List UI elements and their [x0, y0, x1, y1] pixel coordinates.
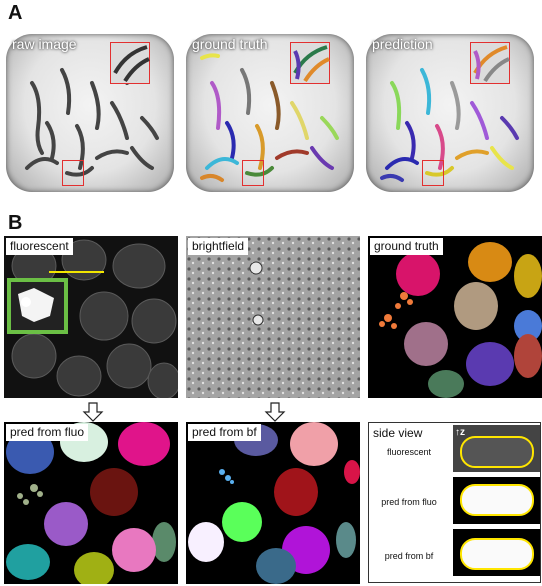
pred-fluo-label: pred from fluo — [6, 424, 89, 441]
worms-prediction — [380, 68, 519, 182]
side-row-fluorescent: fluorescent — [386, 447, 432, 457]
pred-bf-masks — [188, 422, 360, 584]
down-arrow-icon — [82, 402, 104, 422]
down-arrow-icon — [264, 402, 286, 422]
panel-letter-a: A — [8, 2, 23, 24]
brightfield-texture — [186, 236, 360, 398]
ground-truth-b-image: ground truth — [368, 236, 542, 398]
raw-image-label: raw image — [12, 36, 77, 52]
side-view-pred-bf — [453, 529, 540, 576]
prediction-label: prediction — [372, 36, 433, 52]
pred-fluo-image: pred from fluo — [4, 422, 178, 584]
panel-letter-b: B — [8, 212, 23, 234]
worms-raw — [25, 51, 159, 177]
zoom-box-top — [290, 42, 330, 84]
zoom-box-bottom — [62, 160, 84, 186]
z-axis-icon: ↑z — [455, 427, 465, 438]
zoom-box-top — [470, 42, 510, 84]
zoom-box-bottom — [242, 160, 264, 186]
brightfield-image: brightfield — [186, 236, 360, 398]
ground-truth-panel: ground truth — [182, 28, 358, 196]
side-view-pred-fluo — [453, 477, 540, 524]
side-view-panel: side view ↑z fluorescent pred from fluo … — [368, 422, 541, 583]
pred-bf-label: pred from bf — [188, 424, 261, 441]
fluorescent-nuclei — [7, 239, 178, 398]
side-row-pred-fluo: pred from fluo — [381, 497, 437, 507]
z-axis-label: z — [460, 427, 465, 438]
fluorescent-image: fluorescent — [4, 236, 178, 398]
side-view-fluorescent: ↑z — [453, 425, 540, 472]
ground-truth-b-label: ground truth — [370, 238, 443, 255]
fluorescent-label: fluorescent — [6, 238, 73, 255]
ground-truth-masks — [379, 242, 542, 398]
zoom-box-top — [110, 42, 150, 84]
ground-truth-label: ground truth — [192, 36, 268, 52]
brightfield-label: brightfield — [188, 238, 249, 255]
prediction-panel: prediction — [362, 28, 538, 196]
pred-bf-image: pred from bf — [186, 422, 360, 584]
side-view-title: side view — [373, 426, 423, 440]
side-row-pred-bf: pred from bf — [384, 551, 434, 561]
raw-image-panel: raw image — [2, 28, 178, 196]
pred-fluo-masks — [6, 422, 176, 584]
worms-ground-truth — [200, 53, 339, 182]
zoom-box-bottom — [422, 160, 444, 186]
